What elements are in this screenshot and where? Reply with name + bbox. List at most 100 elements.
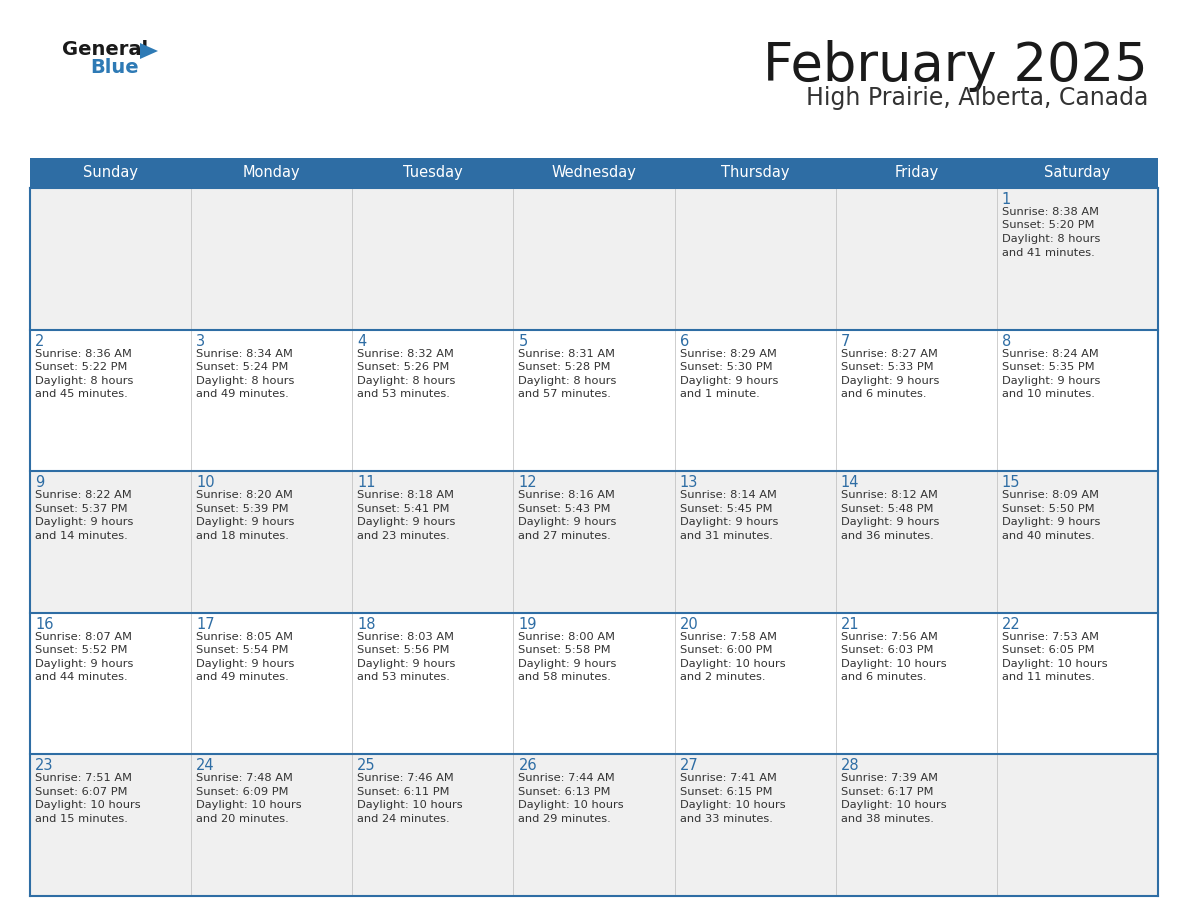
Text: Friday: Friday xyxy=(895,165,939,181)
Text: Daylight: 8 hours: Daylight: 8 hours xyxy=(518,375,617,386)
Text: Sunrise: 7:53 AM: Sunrise: 7:53 AM xyxy=(1001,632,1099,642)
Text: and 18 minutes.: and 18 minutes. xyxy=(196,531,289,541)
Text: Daylight: 9 hours: Daylight: 9 hours xyxy=(680,517,778,527)
Text: Daylight: 9 hours: Daylight: 9 hours xyxy=(841,375,939,386)
Text: 16: 16 xyxy=(34,617,53,632)
Text: 18: 18 xyxy=(358,617,375,632)
Text: Blue: Blue xyxy=(90,58,139,77)
Text: 17: 17 xyxy=(196,617,215,632)
Text: 13: 13 xyxy=(680,476,697,490)
Text: Daylight: 9 hours: Daylight: 9 hours xyxy=(1001,517,1100,527)
Text: 25: 25 xyxy=(358,758,375,773)
Text: Daylight: 9 hours: Daylight: 9 hours xyxy=(680,375,778,386)
Polygon shape xyxy=(140,43,158,59)
Text: 4: 4 xyxy=(358,333,367,349)
Text: Sunset: 5:56 PM: Sunset: 5:56 PM xyxy=(358,645,450,655)
Text: Daylight: 9 hours: Daylight: 9 hours xyxy=(1001,375,1100,386)
Bar xyxy=(30,613,1158,755)
Text: Sunrise: 7:44 AM: Sunrise: 7:44 AM xyxy=(518,773,615,783)
Text: Sunrise: 8:16 AM: Sunrise: 8:16 AM xyxy=(518,490,615,500)
Text: Sunset: 5:37 PM: Sunset: 5:37 PM xyxy=(34,504,127,514)
Text: Daylight: 9 hours: Daylight: 9 hours xyxy=(34,517,133,527)
Text: and 11 minutes.: and 11 minutes. xyxy=(1001,672,1094,682)
Text: Daylight: 9 hours: Daylight: 9 hours xyxy=(518,659,617,669)
Text: 1: 1 xyxy=(1001,192,1011,207)
Text: Sunrise: 8:32 AM: Sunrise: 8:32 AM xyxy=(358,349,454,359)
Text: Sunrise: 8:29 AM: Sunrise: 8:29 AM xyxy=(680,349,777,359)
Text: Sunset: 6:03 PM: Sunset: 6:03 PM xyxy=(841,645,934,655)
Text: and 20 minutes.: and 20 minutes. xyxy=(196,814,289,823)
Text: 24: 24 xyxy=(196,758,215,773)
Text: 15: 15 xyxy=(1001,476,1020,490)
Bar xyxy=(30,471,1158,613)
Text: Daylight: 9 hours: Daylight: 9 hours xyxy=(196,517,295,527)
Text: and 15 minutes.: and 15 minutes. xyxy=(34,814,128,823)
Text: Sunset: 6:07 PM: Sunset: 6:07 PM xyxy=(34,787,127,797)
Text: and 27 minutes.: and 27 minutes. xyxy=(518,531,611,541)
Text: Sunrise: 7:41 AM: Sunrise: 7:41 AM xyxy=(680,773,777,783)
Text: Daylight: 8 hours: Daylight: 8 hours xyxy=(1001,234,1100,244)
Text: Sunset: 5:50 PM: Sunset: 5:50 PM xyxy=(1001,504,1094,514)
Text: Sunrise: 8:38 AM: Sunrise: 8:38 AM xyxy=(1001,207,1099,217)
Text: and 24 minutes.: and 24 minutes. xyxy=(358,814,450,823)
Text: Sunrise: 8:12 AM: Sunrise: 8:12 AM xyxy=(841,490,937,500)
Text: Sunset: 5:28 PM: Sunset: 5:28 PM xyxy=(518,362,611,372)
Text: Sunset: 5:24 PM: Sunset: 5:24 PM xyxy=(196,362,289,372)
Text: Daylight: 10 hours: Daylight: 10 hours xyxy=(680,659,785,669)
Text: Sunrise: 8:20 AM: Sunrise: 8:20 AM xyxy=(196,490,293,500)
Text: Daylight: 9 hours: Daylight: 9 hours xyxy=(358,659,456,669)
Text: Daylight: 10 hours: Daylight: 10 hours xyxy=(34,800,140,811)
Text: Sunrise: 8:27 AM: Sunrise: 8:27 AM xyxy=(841,349,937,359)
Text: 5: 5 xyxy=(518,333,527,349)
Bar xyxy=(30,158,1158,188)
Text: 12: 12 xyxy=(518,476,537,490)
Text: 28: 28 xyxy=(841,758,859,773)
Text: Sunset: 5:58 PM: Sunset: 5:58 PM xyxy=(518,645,611,655)
Text: Sunset: 6:09 PM: Sunset: 6:09 PM xyxy=(196,787,289,797)
Text: 3: 3 xyxy=(196,333,206,349)
Text: Sunrise: 7:51 AM: Sunrise: 7:51 AM xyxy=(34,773,132,783)
Text: Sunset: 6:00 PM: Sunset: 6:00 PM xyxy=(680,645,772,655)
Text: Daylight: 10 hours: Daylight: 10 hours xyxy=(1001,659,1107,669)
Text: Sunrise: 8:22 AM: Sunrise: 8:22 AM xyxy=(34,490,132,500)
Text: Sunrise: 8:36 AM: Sunrise: 8:36 AM xyxy=(34,349,132,359)
Text: Sunset: 6:11 PM: Sunset: 6:11 PM xyxy=(358,787,450,797)
Text: Sunrise: 7:48 AM: Sunrise: 7:48 AM xyxy=(196,773,293,783)
Text: Daylight: 9 hours: Daylight: 9 hours xyxy=(358,517,456,527)
Text: 8: 8 xyxy=(1001,333,1011,349)
Text: Sunset: 5:26 PM: Sunset: 5:26 PM xyxy=(358,362,450,372)
Text: and 57 minutes.: and 57 minutes. xyxy=(518,389,612,399)
Bar xyxy=(30,330,1158,471)
Text: Daylight: 8 hours: Daylight: 8 hours xyxy=(34,375,133,386)
Text: Sunrise: 8:34 AM: Sunrise: 8:34 AM xyxy=(196,349,293,359)
Text: Sunset: 5:41 PM: Sunset: 5:41 PM xyxy=(358,504,450,514)
Text: 23: 23 xyxy=(34,758,53,773)
Text: Monday: Monday xyxy=(242,165,301,181)
Text: Sunrise: 7:46 AM: Sunrise: 7:46 AM xyxy=(358,773,454,783)
Text: 7: 7 xyxy=(841,333,851,349)
Text: Daylight: 10 hours: Daylight: 10 hours xyxy=(358,800,463,811)
Text: Sunset: 5:35 PM: Sunset: 5:35 PM xyxy=(1001,362,1094,372)
Text: Daylight: 8 hours: Daylight: 8 hours xyxy=(196,375,295,386)
Text: and 53 minutes.: and 53 minutes. xyxy=(358,389,450,399)
Text: 9: 9 xyxy=(34,476,44,490)
Text: and 41 minutes.: and 41 minutes. xyxy=(1001,248,1094,258)
Text: Sunrise: 8:05 AM: Sunrise: 8:05 AM xyxy=(196,632,293,642)
Text: 27: 27 xyxy=(680,758,699,773)
Text: High Prairie, Alberta, Canada: High Prairie, Alberta, Canada xyxy=(805,86,1148,110)
Text: and 10 minutes.: and 10 minutes. xyxy=(1001,389,1094,399)
Text: 20: 20 xyxy=(680,617,699,632)
Text: and 36 minutes.: and 36 minutes. xyxy=(841,531,934,541)
Text: and 45 minutes.: and 45 minutes. xyxy=(34,389,128,399)
Text: Daylight: 10 hours: Daylight: 10 hours xyxy=(518,800,624,811)
Bar xyxy=(30,755,1158,896)
Text: 19: 19 xyxy=(518,617,537,632)
Text: Sunrise: 7:56 AM: Sunrise: 7:56 AM xyxy=(841,632,937,642)
Text: Sunrise: 7:39 AM: Sunrise: 7:39 AM xyxy=(841,773,937,783)
Text: and 49 minutes.: and 49 minutes. xyxy=(196,389,289,399)
Text: Sunset: 5:54 PM: Sunset: 5:54 PM xyxy=(196,645,289,655)
Text: Sunrise: 8:07 AM: Sunrise: 8:07 AM xyxy=(34,632,132,642)
Text: Sunset: 5:52 PM: Sunset: 5:52 PM xyxy=(34,645,127,655)
Text: Sunset: 6:15 PM: Sunset: 6:15 PM xyxy=(680,787,772,797)
Text: and 38 minutes.: and 38 minutes. xyxy=(841,814,934,823)
